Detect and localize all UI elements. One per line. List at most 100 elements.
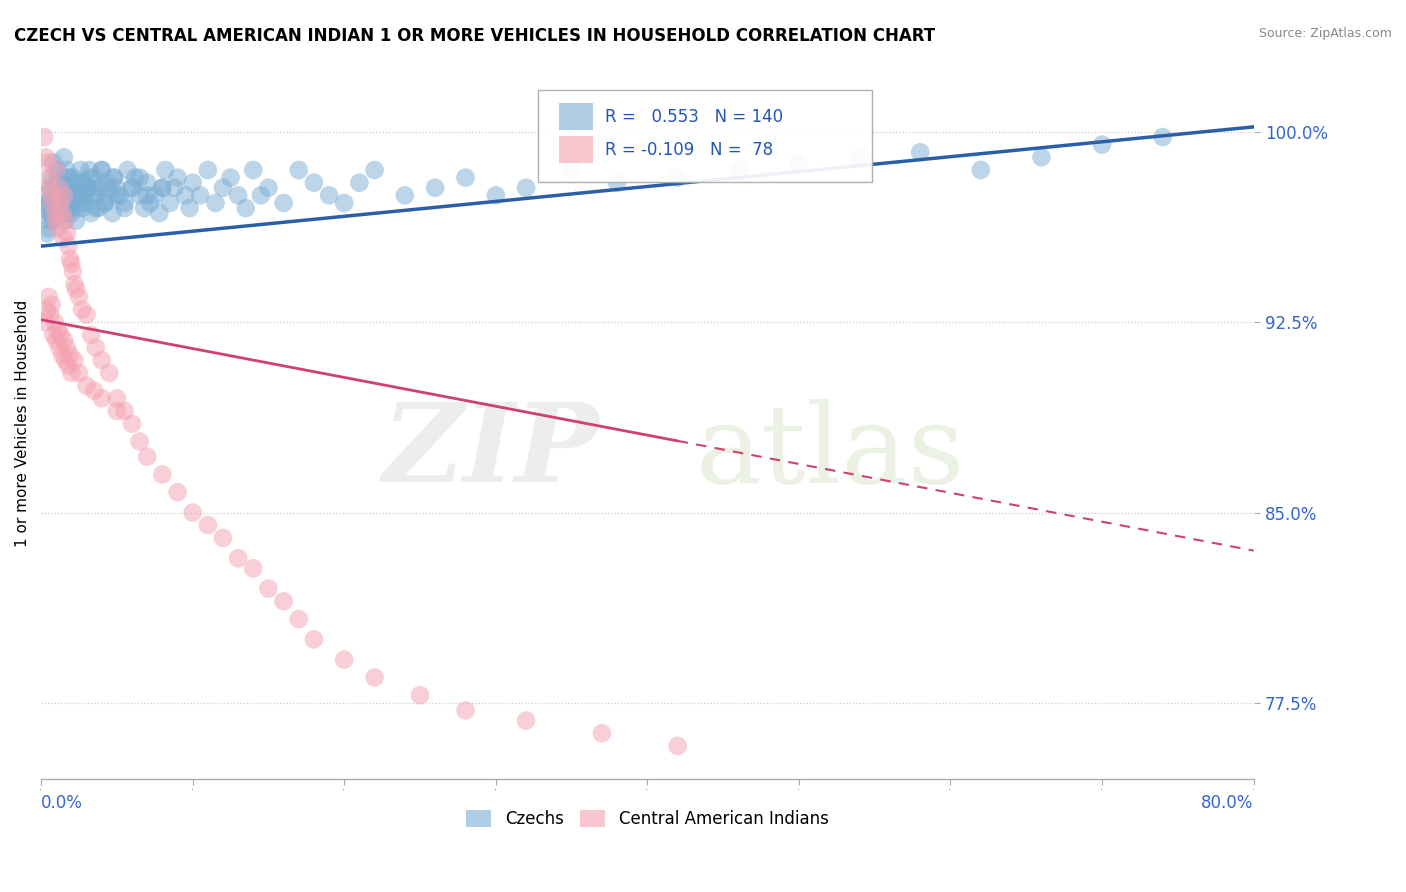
Point — [72, 176, 94, 190]
Point — [42, 196, 65, 211]
Point — [333, 653, 356, 667]
Point — [121, 417, 143, 431]
Point — [63, 277, 86, 292]
Point — [58, 188, 80, 202]
Point — [49, 196, 72, 211]
Point — [87, 180, 110, 194]
Point — [42, 196, 65, 211]
Point — [302, 176, 325, 190]
Point — [166, 485, 188, 500]
Point — [37, 196, 59, 211]
Point — [38, 221, 60, 235]
Point — [52, 188, 75, 202]
Point — [56, 206, 79, 220]
Point — [62, 264, 84, 278]
Point — [114, 196, 136, 211]
Text: atlas: atlas — [696, 399, 966, 506]
Point — [128, 434, 150, 449]
Point — [76, 308, 98, 322]
Point — [59, 252, 82, 266]
Point — [212, 531, 235, 545]
Point — [75, 188, 97, 202]
Point — [48, 180, 70, 194]
Point — [41, 170, 63, 185]
Point — [273, 594, 295, 608]
Point — [204, 196, 226, 211]
Point — [49, 196, 72, 211]
Point — [51, 206, 73, 220]
Point — [908, 145, 931, 160]
Point — [226, 551, 249, 566]
Point — [39, 308, 62, 322]
Point — [38, 290, 60, 304]
Point — [52, 180, 75, 194]
Point — [363, 163, 385, 178]
Point — [59, 348, 82, 362]
Point — [136, 176, 159, 190]
Point — [1031, 150, 1053, 164]
Point — [60, 180, 83, 194]
Point — [45, 213, 67, 227]
Point — [44, 315, 66, 329]
Point — [103, 170, 125, 185]
Point — [333, 196, 356, 211]
Point — [90, 392, 112, 406]
Point — [52, 231, 75, 245]
Point — [52, 333, 75, 347]
Point — [60, 206, 83, 220]
Point — [45, 180, 67, 194]
Point — [219, 170, 242, 185]
Point — [159, 196, 181, 211]
Point — [58, 201, 80, 215]
Point — [1152, 130, 1174, 145]
Point — [181, 506, 204, 520]
Point — [70, 201, 93, 215]
Point — [49, 327, 72, 342]
Point — [114, 404, 136, 418]
Point — [63, 176, 86, 190]
Point — [394, 188, 416, 202]
Point — [59, 196, 82, 211]
Point — [561, 163, 583, 178]
Point — [105, 392, 128, 406]
Point — [63, 353, 86, 368]
Point — [45, 163, 67, 178]
Point — [48, 196, 70, 211]
Point — [848, 150, 870, 164]
Point — [37, 227, 59, 241]
Point — [666, 739, 689, 753]
Point — [150, 180, 173, 194]
Point — [65, 201, 87, 215]
Point — [212, 180, 235, 194]
Point — [56, 227, 79, 241]
Point — [83, 170, 105, 185]
Point — [42, 327, 65, 342]
Point — [53, 213, 76, 227]
Point — [60, 188, 83, 202]
Point — [70, 302, 93, 317]
Point — [94, 196, 117, 211]
Point — [79, 170, 101, 185]
Point — [242, 561, 264, 575]
Point — [94, 196, 117, 211]
Point — [76, 180, 98, 194]
Point — [51, 180, 73, 194]
Point — [80, 206, 103, 220]
Point — [39, 180, 62, 194]
Point — [44, 206, 66, 220]
Point — [37, 155, 59, 169]
Point — [454, 703, 477, 717]
Point — [46, 323, 69, 337]
Point — [287, 163, 309, 178]
Point — [148, 206, 170, 220]
Point — [39, 213, 62, 227]
Point — [53, 170, 76, 185]
FancyBboxPatch shape — [558, 136, 593, 163]
Point — [83, 384, 105, 398]
Point — [67, 290, 90, 304]
Point — [134, 201, 156, 215]
Point — [90, 163, 112, 178]
Point — [67, 366, 90, 380]
Point — [82, 188, 104, 202]
Point — [257, 582, 280, 596]
